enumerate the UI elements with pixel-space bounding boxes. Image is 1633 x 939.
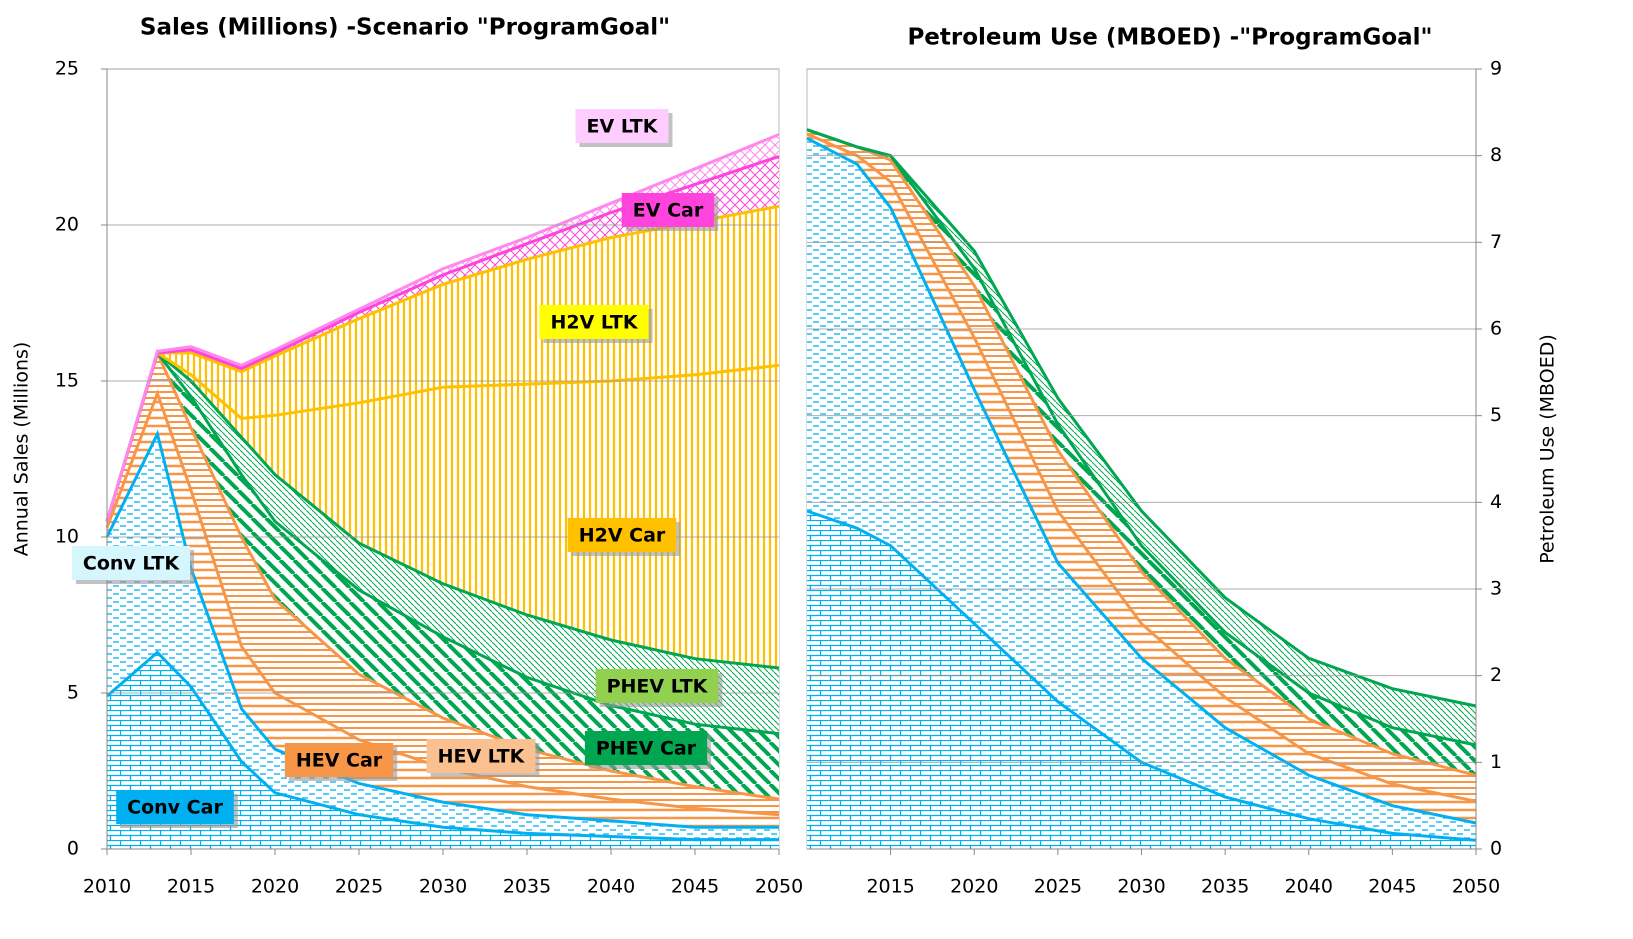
y-tick-label: 5 bbox=[1490, 404, 1502, 426]
area-edge bbox=[105, 348, 780, 801]
series-label: PHEV Car bbox=[584, 731, 712, 769]
y-tick-label: 2 bbox=[1490, 664, 1502, 686]
label-text: EV LTK bbox=[587, 116, 659, 138]
y-tick-label: 20 bbox=[55, 214, 79, 236]
area bbox=[107, 134, 779, 522]
label-text: EV Car bbox=[633, 200, 704, 222]
label-box bbox=[426, 739, 536, 773]
x-tick-label: 2050 bbox=[1452, 876, 1500, 898]
area-edge bbox=[105, 389, 780, 817]
y-tick-label: 6 bbox=[1490, 318, 1502, 340]
area bbox=[107, 352, 779, 668]
y-tick-label: 25 bbox=[55, 58, 79, 80]
x-tick-label: 2040 bbox=[587, 876, 635, 898]
y-tick-label: 10 bbox=[55, 526, 79, 548]
area-edge bbox=[806, 128, 1477, 777]
x-tick-label: 2015 bbox=[866, 876, 914, 898]
label-box bbox=[595, 669, 719, 703]
y-tick-label: 0 bbox=[1490, 838, 1502, 860]
series-label: H2V LTK bbox=[539, 305, 653, 343]
x-tick-label: 2025 bbox=[1034, 876, 1082, 898]
label-text: Conv Car bbox=[127, 797, 223, 819]
y-tick-label: 5 bbox=[67, 682, 79, 704]
area-edge bbox=[105, 429, 779, 829]
x-tick-label: 2010 bbox=[83, 876, 131, 898]
area bbox=[107, 652, 779, 849]
label-box bbox=[284, 743, 394, 777]
y-tick-label: 9 bbox=[1490, 58, 1502, 80]
area bbox=[807, 129, 1476, 802]
x-tick-label: 2035 bbox=[503, 876, 551, 898]
label-box bbox=[116, 790, 234, 824]
area-edge bbox=[106, 650, 779, 842]
area-edge bbox=[105, 349, 780, 736]
x-tick-label: 2015 bbox=[167, 876, 215, 898]
y-tick-label: 1 bbox=[1490, 751, 1502, 773]
series-label: Conv LTK bbox=[71, 546, 195, 584]
y-tick-label: 3 bbox=[1490, 578, 1502, 600]
series-label: PHEV LTK bbox=[595, 669, 723, 707]
x-tick-label: 2045 bbox=[1368, 876, 1416, 898]
area-edge bbox=[105, 350, 780, 670]
area-edge bbox=[806, 128, 1477, 708]
area bbox=[107, 156, 779, 522]
chart-title: Petroleum Use (MBOED) -"ProgramGoal" bbox=[907, 25, 1432, 51]
label-text: HEV Car bbox=[296, 750, 383, 772]
label-text: Conv LTK bbox=[83, 553, 180, 575]
area-edge bbox=[806, 136, 1477, 825]
label-box bbox=[621, 193, 715, 227]
area bbox=[107, 352, 779, 800]
x-tick-label: 2020 bbox=[950, 876, 998, 898]
x-tick-label: 2045 bbox=[671, 876, 719, 898]
chart-title: Sales (Millions) -Scenario "ProgramGoal" bbox=[140, 15, 670, 41]
label-box bbox=[71, 546, 191, 580]
area-edge bbox=[105, 133, 780, 522]
area bbox=[107, 352, 779, 815]
label-text: H2V Car bbox=[579, 525, 666, 547]
label-box bbox=[567, 518, 677, 552]
y-tick-label: 4 bbox=[1490, 491, 1502, 513]
x-tick-label: 2035 bbox=[1201, 876, 1249, 898]
x-tick-label: 2025 bbox=[335, 876, 383, 898]
label-text: PHEV LTK bbox=[607, 676, 709, 698]
area-edge bbox=[105, 204, 780, 522]
area bbox=[107, 393, 779, 828]
area-edge bbox=[806, 132, 1477, 803]
label-text: PHEV Car bbox=[596, 738, 697, 760]
y-tick-label: 0 bbox=[67, 838, 79, 860]
x-tick-label: 2030 bbox=[419, 876, 467, 898]
x-tick-label: 2050 bbox=[755, 876, 803, 898]
y-tick-label: 8 bbox=[1490, 144, 1502, 166]
series-label: H2V Car bbox=[567, 518, 681, 556]
y-axis-label: Petroleum Use (MBOED) bbox=[1537, 334, 1559, 564]
label-box bbox=[584, 731, 708, 765]
x-tick-label: 2030 bbox=[1117, 876, 1165, 898]
area bbox=[107, 206, 779, 522]
series-label: HEV Car bbox=[284, 743, 398, 781]
area bbox=[807, 138, 1476, 841]
x-tick-label: 2040 bbox=[1285, 876, 1333, 898]
y-axis-label: Annual Sales (Millions) bbox=[11, 342, 33, 557]
area-edge bbox=[105, 350, 780, 522]
series-label: Conv Car bbox=[116, 790, 238, 828]
series-label: HEV LTK bbox=[426, 739, 540, 777]
series-label: EV Car bbox=[621, 193, 719, 231]
label-box bbox=[539, 305, 649, 339]
area bbox=[807, 511, 1476, 849]
label-text: HEV LTK bbox=[438, 746, 526, 768]
x-tick-label: 2020 bbox=[251, 876, 299, 898]
area-edge bbox=[806, 509, 1477, 842]
y-tick-label: 15 bbox=[55, 370, 79, 392]
y-tick-label: 7 bbox=[1490, 231, 1502, 253]
label-box bbox=[575, 109, 669, 143]
series-label: EV LTK bbox=[575, 109, 673, 147]
label-text: H2V LTK bbox=[550, 312, 638, 334]
